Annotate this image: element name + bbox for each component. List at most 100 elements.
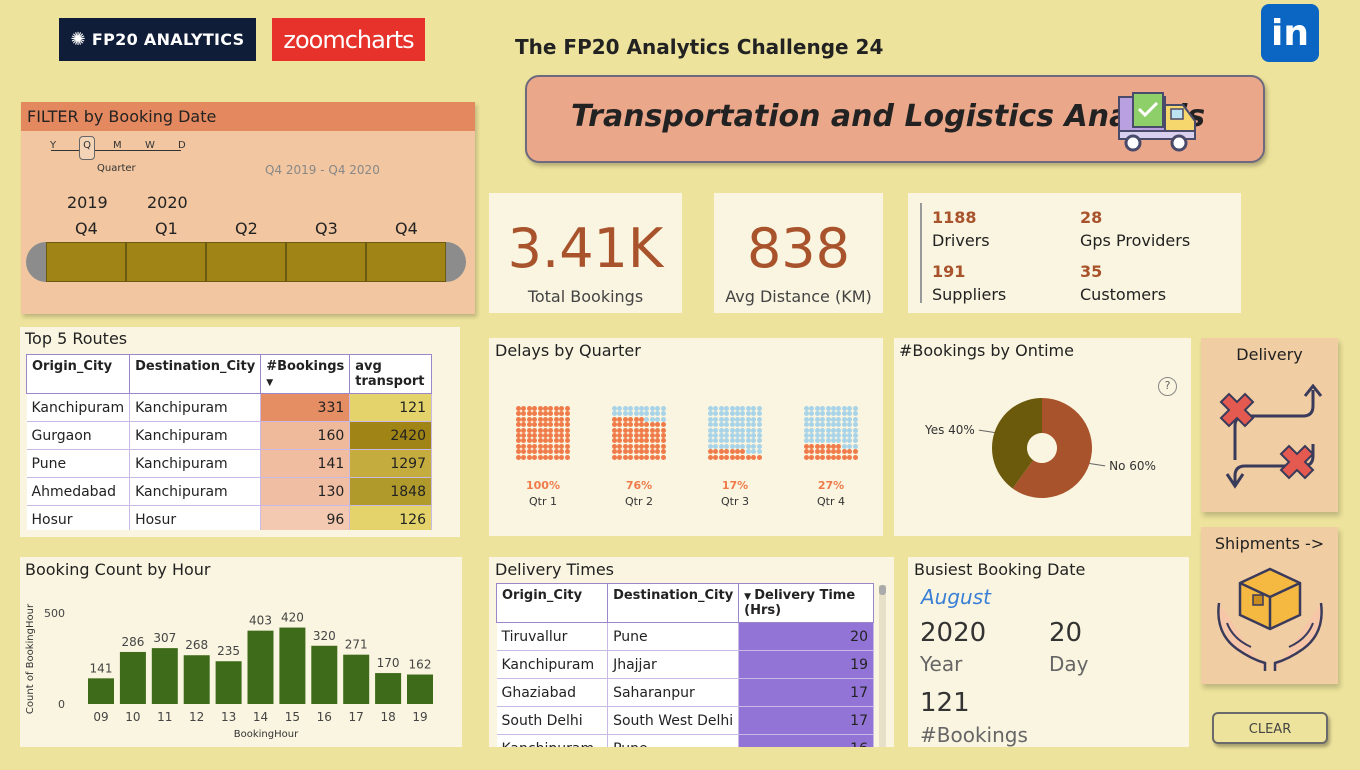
granularity-day[interactable]: D (178, 140, 186, 151)
waffle-dot (756, 411, 762, 417)
table-row[interactable]: Hosur Hosur 96 126 (26, 505, 432, 530)
waffle-dot (537, 443, 543, 449)
column-header-sorted[interactable]: ▼ Delivery Time (Hrs) (738, 583, 874, 623)
table-row[interactable]: Ghaziabad Saharanpur 17 (496, 678, 874, 707)
waffle-dot (814, 411, 820, 417)
waffle-dot (841, 438, 847, 444)
bar[interactable] (343, 654, 370, 704)
table-row[interactable]: KanchipuramPune16 (496, 734, 874, 747)
granularity-month[interactable]: M (113, 140, 122, 151)
waffle-dot (713, 422, 719, 428)
waffle-dot (537, 416, 543, 422)
timeline-segment[interactable] (366, 242, 446, 282)
year-label-2019: 2019 (67, 193, 108, 212)
waffle-dot (729, 454, 735, 460)
waffle-dot (745, 416, 751, 422)
clear-button[interactable]: CLEAR (1212, 712, 1328, 744)
timeline-segment[interactable] (206, 242, 286, 282)
x-tick-label: 14 (253, 710, 268, 724)
bar[interactable] (279, 627, 306, 704)
bar-value-label: 162 (409, 658, 432, 672)
bar[interactable] (183, 655, 210, 704)
delivery-tile[interactable]: Delivery (1201, 338, 1338, 512)
help-icon[interactable]: ? (1158, 377, 1177, 396)
x-tick-label: 10 (125, 710, 140, 724)
bar[interactable] (311, 645, 338, 704)
table-row[interactable]: Pune Kanchipuram 141 1297 (26, 449, 432, 478)
waffle-dot (820, 411, 826, 417)
column-header[interactable]: Destination_City (129, 354, 262, 394)
waffle-dot (559, 449, 565, 455)
table-row[interactable]: Ahmedabad Kanchipuram 130 1848 (26, 477, 432, 506)
waffle-dot (612, 443, 617, 449)
waffle-dot (745, 438, 751, 444)
waffle-dot (836, 443, 842, 449)
waffle-dot (735, 438, 740, 444)
waffle-dot (831, 427, 836, 433)
bar[interactable] (151, 648, 178, 704)
timeline-segment[interactable] (286, 242, 366, 282)
waffle-dot (548, 411, 554, 417)
pie-label: No 60% (1109, 459, 1156, 473)
waffle-dot (809, 433, 815, 438)
waffle-dot (553, 449, 559, 455)
waffle-dot (543, 449, 548, 455)
timeline-segment[interactable] (46, 242, 126, 282)
delay-percent: 27% (817, 479, 845, 492)
granularity-line (51, 150, 181, 151)
waffle-dot (564, 433, 570, 438)
waffle-dot (532, 433, 538, 438)
granularity-week[interactable]: W (145, 140, 155, 151)
linkedin-icon[interactable]: in (1261, 4, 1319, 62)
waffle-dot (521, 427, 527, 433)
x-tick-label: 16 (317, 710, 332, 724)
bar[interactable] (375, 673, 402, 704)
table-row[interactable]: Gurgaon Kanchipuram 160 2420 (26, 421, 432, 450)
waffle-dot (809, 422, 815, 428)
bar[interactable] (247, 630, 274, 704)
table-row[interactable]: Kanchipuram Kanchipuram 331 121 (26, 393, 432, 422)
waffle-dot (660, 433, 666, 438)
waffle-dot (644, 427, 650, 433)
scrollbar-track[interactable] (879, 585, 886, 747)
waffle-dot (841, 433, 847, 438)
waffle-dot (751, 438, 757, 444)
table-row[interactable]: Kanchipuram Jhajjar 19 (496, 650, 874, 679)
x-axis-label: BookingHour (234, 729, 299, 740)
bar[interactable] (215, 661, 242, 704)
column-header[interactable]: Destination_City (607, 583, 740, 623)
waffle-dot (628, 438, 634, 444)
column-header[interactable]: avg transport (349, 354, 432, 394)
waffle-dot (559, 433, 565, 438)
waffle-dot (718, 449, 724, 455)
waffle-dot (644, 454, 650, 460)
suppliers-value: 191 (932, 262, 966, 281)
waffle-dot (612, 416, 617, 422)
table-row[interactable]: Tiruvallur Pune 20 (496, 622, 874, 651)
granularity-year[interactable]: Y (50, 140, 57, 151)
bar[interactable] (119, 651, 146, 704)
pie-slice[interactable] (1012, 398, 1092, 498)
waffle-dot (852, 411, 858, 417)
waffle-dot (718, 411, 724, 417)
waffle-dot (745, 449, 751, 455)
column-header[interactable]: Origin_City (496, 583, 609, 623)
bar[interactable] (88, 678, 114, 704)
waffle-dot (553, 406, 559, 411)
waffle-dot (745, 443, 751, 449)
waffle-dot (836, 438, 842, 444)
column-header[interactable]: Origin_City (26, 354, 131, 394)
scrollbar-thumb[interactable] (879, 585, 886, 595)
bar[interactable] (407, 674, 433, 704)
waffle-dot (639, 438, 644, 444)
waffle-chart (612, 406, 666, 460)
table-row[interactable]: South Delhi South West Delhi 17 (496, 706, 874, 735)
timeline-segment[interactable] (126, 242, 206, 282)
waffle-dot (809, 454, 815, 460)
waffle-dot (735, 433, 740, 438)
granularity-quarter[interactable]: Q (79, 136, 95, 160)
delivery-times-card: Delivery Times Origin_City Destination_C… (489, 557, 894, 747)
pie-slice[interactable] (992, 398, 1042, 489)
column-header-sorted[interactable]: #Bookings ▼ (260, 354, 351, 394)
shipments-tile[interactable]: Shipments -> (1201, 527, 1338, 684)
